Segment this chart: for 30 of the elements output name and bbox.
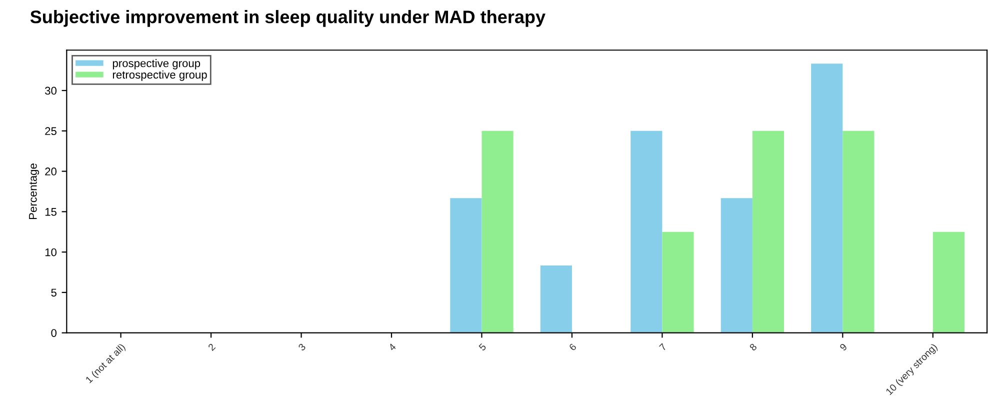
x-tick-label: 5 — [478, 343, 486, 352]
y-tick-label: 0 — [51, 329, 57, 337]
bar — [842, 130, 874, 333]
x-tick-label: 3 — [298, 343, 306, 352]
y-tick-label: 10 — [45, 248, 57, 256]
y-tick-label: 30 — [45, 86, 57, 95]
y-tick-label: 20 — [45, 168, 57, 176]
bar — [482, 130, 514, 333]
y-tick-label: 25 — [45, 127, 56, 136]
bar — [932, 232, 964, 333]
bar — [450, 198, 482, 333]
bar — [630, 130, 662, 333]
bar — [752, 130, 784, 333]
bar — [811, 64, 843, 333]
chart-title: Subjective improvement in sleep quality under MAD therapy — [30, 10, 546, 27]
bar — [662, 232, 694, 333]
bar — [540, 266, 572, 333]
x-tick-label: 1 (not at all) — [85, 342, 127, 385]
legend-label: retrospective group — [112, 70, 207, 81]
y-tick-label: 15 — [45, 208, 56, 216]
x-tick-label: 6 — [568, 343, 577, 352]
x-tick-label: 9 — [839, 343, 848, 352]
x-tick-label: 4 — [388, 343, 396, 352]
x-tick-label: 7 — [658, 343, 667, 352]
x-tick-label: 8 — [749, 343, 758, 352]
y-axis-title: Percentage — [29, 164, 40, 219]
y-tick-label: 5 — [51, 288, 56, 297]
bar — [720, 198, 752, 333]
x-tick-label: 2 — [208, 343, 216, 352]
legend-label: prospective group — [112, 59, 200, 70]
